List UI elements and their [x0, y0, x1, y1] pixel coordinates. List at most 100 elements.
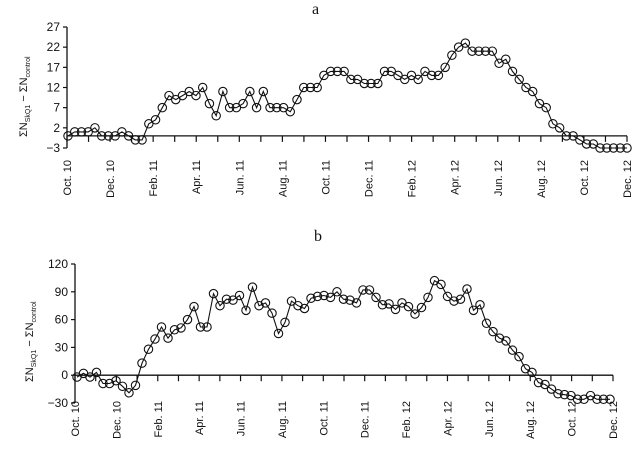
data-point-marker: [247, 282, 258, 292]
panel-label-a: a: [312, 1, 320, 18]
data-point-marker: [103, 131, 114, 141]
x-tick-label: Dec. 12: [608, 401, 620, 439]
y-tick-label: 12: [47, 81, 61, 95]
x-tick-label: Oct. 10: [70, 401, 82, 436]
data-point-marker: [332, 66, 343, 77]
x-tick-label: Apr. 11: [194, 401, 206, 435]
chart-panel-b: b ΣNSkQ1 − ΣNcontrol −30 0 30 60 90 120 Oct. 1…: [0, 222, 640, 454]
data-point-marker: [416, 302, 427, 313]
data-point-marker: [157, 102, 168, 113]
data-point-marker: [455, 294, 466, 304]
data-point-marker: [325, 66, 336, 77]
data-point-marker: [211, 110, 221, 121]
data-point-marker: [169, 325, 180, 335]
data-point-marker: [254, 300, 264, 311]
data-point-marker: [540, 379, 550, 390]
data-point-marker: [373, 78, 383, 89]
data-point-marker: [442, 291, 453, 302]
data-point-marker: [447, 50, 457, 60]
data-point-marker: [413, 74, 423, 85]
data-point-marker: [202, 322, 212, 332]
chart-panel-a: a ΣNSkQ1 − ΣNcontrol −3 2 7 12 17 22 27 Oct. 10…: [0, 0, 640, 222]
x-tick-label: Jun. 12: [493, 160, 505, 196]
x-tick-label: Jun. 11: [236, 401, 248, 436]
data-point-marker: [399, 74, 410, 85]
y-tick-label: 60: [55, 313, 69, 327]
data-point-marker: [260, 298, 271, 308]
data-point-marker: [366, 78, 376, 89]
data-point-marker: [561, 131, 572, 141]
x-tick-label: Dec. 11: [364, 160, 376, 197]
data-point-marker: [420, 66, 430, 77]
data-point-marker: [251, 102, 262, 113]
data-point-marker: [245, 86, 255, 97]
x-tick-label: Feb. 11: [148, 160, 160, 197]
x-tick-label: Dec. 12: [622, 160, 634, 198]
data-point-marker: [460, 38, 471, 48]
x-tick-label: Aug. 11: [277, 160, 289, 197]
x-tick-label: Jun. 11: [234, 160, 246, 195]
data-point-marker: [197, 82, 208, 93]
x-tick-label: Feb. 11: [153, 401, 165, 438]
x-tick-label: Apr. 12: [442, 401, 454, 436]
data-point-marker: [377, 300, 388, 310]
data-point-marker: [76, 127, 87, 137]
data-point-marker: [345, 295, 355, 305]
data-point-marker: [176, 323, 186, 333]
data-point-marker: [184, 86, 194, 97]
x-tick-label: Jun. 12: [484, 401, 496, 437]
data-point-marker: [98, 378, 108, 389]
data-point-marker: [514, 74, 524, 85]
x-tick-label: Oct. 11: [320, 160, 332, 195]
data-point-marker: [177, 90, 188, 101]
data-point-marker: [527, 86, 538, 97]
data-point-marker: [339, 66, 349, 77]
data-line: [76, 279, 610, 400]
y-tick-label: 2: [53, 121, 60, 135]
data-point-marker: [527, 367, 537, 378]
data-point-marker: [533, 377, 544, 388]
x-tick-label: Dec. 11: [360, 401, 372, 438]
data-point-marker: [231, 102, 242, 113]
data-point-marker: [191, 90, 201, 101]
data-point-marker: [351, 298, 362, 308]
data-point-marker: [182, 314, 193, 325]
data-point-marker: [85, 372, 95, 382]
data-point-marker: [96, 131, 107, 141]
data-point-marker: [156, 322, 167, 332]
data-point-marker: [501, 336, 511, 346]
data-point-marker: [474, 46, 484, 56]
data-point-marker: [137, 358, 147, 368]
data-point-marker: [267, 308, 277, 318]
data-point-marker: [319, 70, 329, 81]
data-point-marker: [468, 305, 479, 316]
data-point-marker: [449, 296, 459, 306]
data-point-marker: [494, 58, 504, 69]
x-tick-label: Oct. 12: [579, 160, 591, 195]
data-point-marker: [553, 388, 563, 399]
data-point-marker: [144, 119, 154, 129]
data-point-marker: [137, 135, 147, 145]
data-point-marker: [467, 46, 477, 56]
x-tick-label: Dec. 10: [111, 401, 123, 439]
data-point-marker: [371, 292, 381, 303]
x-tick-label: Aug. 11: [277, 401, 289, 438]
data-point-marker: [436, 279, 446, 290]
data-point-marker: [410, 309, 420, 319]
panel-label-b: b: [314, 228, 322, 245]
data-point-marker: [338, 294, 349, 304]
data-point-marker: [494, 333, 505, 343]
data-point-marker: [384, 299, 394, 309]
data-point-marker: [163, 333, 173, 343]
data-point-marker: [568, 131, 578, 141]
data-line: [67, 42, 627, 149]
data-point-marker: [595, 143, 605, 153]
data-point-marker: [462, 284, 472, 294]
data-point-marker: [588, 139, 599, 149]
data-point-marker: [379, 66, 390, 77]
data-point-marker: [305, 82, 316, 93]
data-point-marker: [475, 300, 485, 310]
data-point-marker: [90, 123, 100, 133]
data-point-marker: [150, 115, 161, 125]
data-point-marker: [117, 127, 127, 137]
